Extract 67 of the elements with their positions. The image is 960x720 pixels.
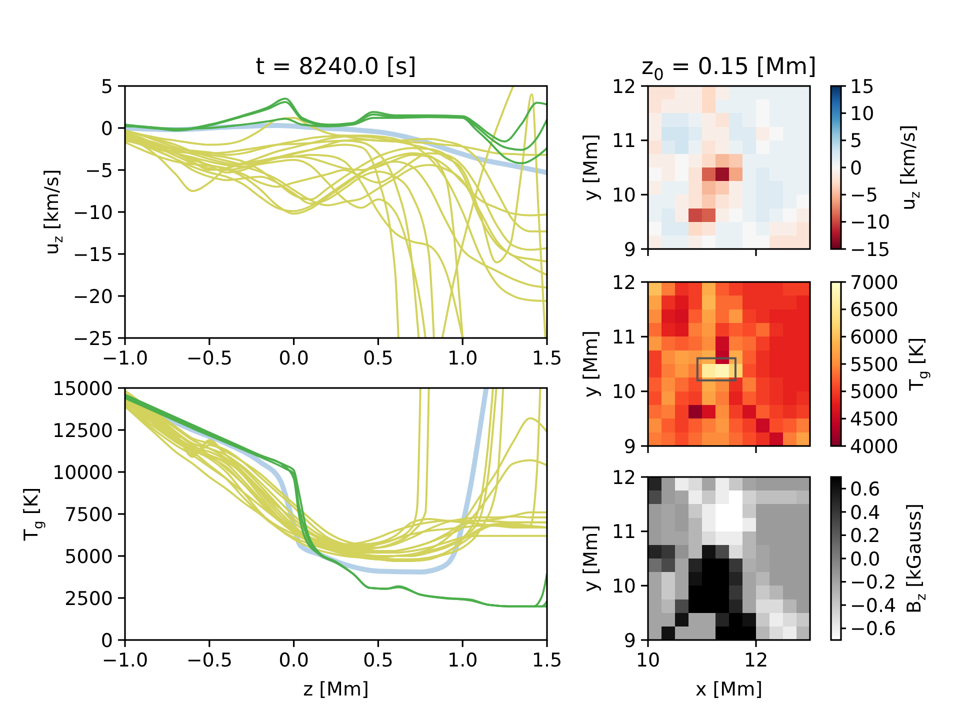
y-tick-label: 9	[624, 630, 636, 652]
x-tick-label: −1.0	[102, 347, 148, 370]
color-bar-label: 0.2	[850, 525, 880, 548]
y-tick-label: 10	[612, 381, 636, 404]
y-tick-label: −20	[72, 286, 113, 308]
color-bar-label: 6000	[850, 326, 898, 349]
y-tick-label: 5	[100, 76, 113, 98]
y-tick-label: 10	[612, 184, 636, 207]
chart-title: t = 8240.0 [s]	[256, 54, 416, 80]
color-bar-label: −15	[850, 238, 890, 261]
color-bar-label: 5000	[850, 381, 898, 404]
y-tick-label: 10000	[52, 462, 113, 484]
y-tick-label: 12	[612, 272, 636, 294]
y-tick-label: −25	[72, 328, 113, 350]
color-bar-label: 10	[850, 103, 874, 126]
chart-title: z$_{0}$ = 0.15 [Mm]	[642, 54, 816, 84]
color-bar-label: 15	[850, 76, 874, 98]
y-axis-title: y [Mm]	[580, 134, 602, 202]
y-axis-title: y [Mm]	[580, 330, 602, 398]
color-bar-label: 0.0	[850, 548, 880, 570]
color-bar-label: 6500	[850, 299, 898, 322]
y-tick-label: −5	[84, 160, 113, 182]
x-tick-label: −0.5	[186, 347, 232, 370]
y-tick-label: 0	[100, 630, 113, 652]
color-bar-label: −5	[850, 184, 878, 207]
y-tick-label: 11	[612, 326, 636, 349]
x-tick-label: 0.5	[363, 649, 394, 672]
color-bar-label: −0.4	[850, 594, 896, 617]
y-tick-label: 10	[612, 576, 636, 598]
y-tick-label: 12	[612, 76, 636, 98]
color-bar-label: 0.6	[850, 478, 880, 500]
color-bar-label: −0.6	[850, 618, 896, 640]
color-bar-label: −10	[850, 212, 890, 234]
color-bar-label: 5500	[850, 354, 898, 376]
color-bar-label: 5	[850, 130, 862, 152]
y-tick-label: 9	[624, 436, 636, 458]
y-tick-label: 15000	[52, 378, 113, 400]
y-tick-label: 2500	[64, 588, 113, 610]
color-bar-label: 4500	[850, 408, 898, 431]
y-tick-label: 5000	[64, 546, 113, 568]
y-tick-label: 0	[100, 118, 113, 140]
x-tick-label: 1.5	[532, 649, 562, 672]
x-tick-label: −1.0	[102, 649, 148, 672]
x-tick-label: −0.5	[186, 649, 232, 672]
color-bar-label: −0.2	[850, 572, 896, 594]
x-axis-title: x [Mm]	[695, 678, 763, 700]
y-axis-title: y [Mm]	[580, 524, 602, 592]
y-tick-label: −15	[72, 244, 113, 266]
color-bar-label: 4000	[850, 436, 898, 458]
y-tick-label: 9	[624, 238, 636, 261]
color-bar-label: 7000	[850, 272, 898, 294]
y-tick-label: −10	[72, 202, 113, 224]
y-tick-label: 12500	[52, 420, 113, 442]
y-tick-label: 11	[612, 130, 636, 152]
x-tick-label: 0.5	[363, 347, 394, 370]
x-tick-label: 0.0	[278, 649, 309, 672]
x-tick-label: 1.0	[447, 649, 478, 672]
x-tick-label: 1.5	[532, 347, 562, 370]
x-tick-label: 1.0	[447, 347, 478, 370]
x-tick-label: 12	[744, 649, 768, 672]
color-bar-label: 0.4	[850, 502, 880, 524]
y-tick-label: 12	[612, 466, 636, 489]
x-axis-title: z [Mm]	[303, 678, 369, 700]
y-tick-label: 11	[612, 521, 636, 544]
x-tick-label: 0.0	[278, 347, 309, 370]
y-tick-label: 7500	[64, 504, 113, 526]
color-bar-label: 0	[850, 157, 862, 180]
